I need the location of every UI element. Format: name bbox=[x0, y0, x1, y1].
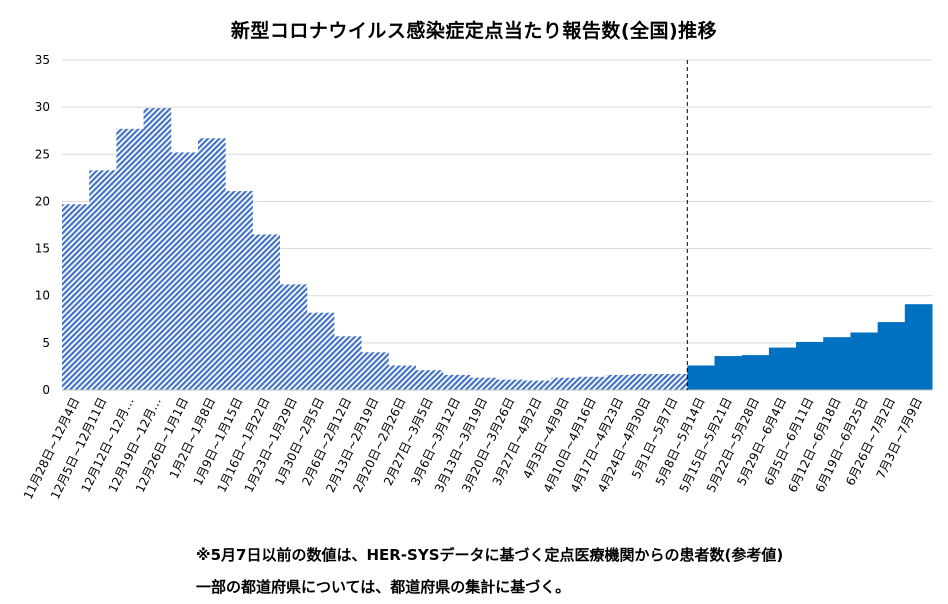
bar bbox=[497, 379, 525, 390]
bar bbox=[252, 234, 280, 390]
bar bbox=[170, 152, 199, 390]
y-tick-label: 35 bbox=[35, 53, 50, 67]
bar bbox=[632, 373, 661, 390]
bar bbox=[197, 138, 226, 390]
bar bbox=[714, 356, 743, 390]
bar bbox=[225, 191, 253, 390]
bar bbox=[415, 370, 444, 390]
bar bbox=[578, 376, 607, 390]
bar bbox=[361, 352, 389, 390]
footnote-prefecture: 一部の都道府県については、都道府県の集計に基づく。 bbox=[196, 578, 571, 596]
chart-title: 新型コロナウイルス感染症定点当たり報告数(全国)推移 bbox=[230, 20, 718, 42]
bar bbox=[333, 336, 362, 390]
bar bbox=[687, 365, 715, 390]
y-tick-label: 5 bbox=[42, 336, 50, 350]
y-tick-label: 15 bbox=[35, 242, 50, 256]
y-tick-label: 30 bbox=[35, 100, 50, 114]
bar bbox=[877, 322, 906, 390]
bar bbox=[823, 337, 851, 390]
y-tick-label: 10 bbox=[35, 289, 50, 303]
bar bbox=[551, 377, 580, 390]
y-tick-label: 20 bbox=[35, 194, 50, 208]
bar bbox=[768, 347, 797, 390]
bar bbox=[469, 377, 498, 390]
bar bbox=[524, 380, 552, 390]
bar bbox=[796, 341, 824, 390]
bar bbox=[116, 128, 145, 390]
bar bbox=[89, 170, 117, 390]
bar bbox=[442, 374, 471, 390]
bar bbox=[850, 332, 879, 390]
bar bbox=[143, 108, 172, 390]
y-tick-label: 25 bbox=[35, 147, 50, 161]
bar bbox=[62, 204, 90, 390]
bar bbox=[741, 355, 770, 390]
y-tick-label: 0 bbox=[42, 383, 50, 397]
bar bbox=[660, 373, 688, 390]
bar bbox=[605, 374, 634, 390]
bar bbox=[904, 304, 933, 390]
bar bbox=[388, 365, 416, 390]
bar bbox=[279, 284, 308, 390]
footnote-reference-value: ※5月7日以前の数値は、HER-SYSデータに基づく定点医療機関からの患者数(参… bbox=[196, 546, 784, 564]
bar bbox=[306, 312, 335, 390]
